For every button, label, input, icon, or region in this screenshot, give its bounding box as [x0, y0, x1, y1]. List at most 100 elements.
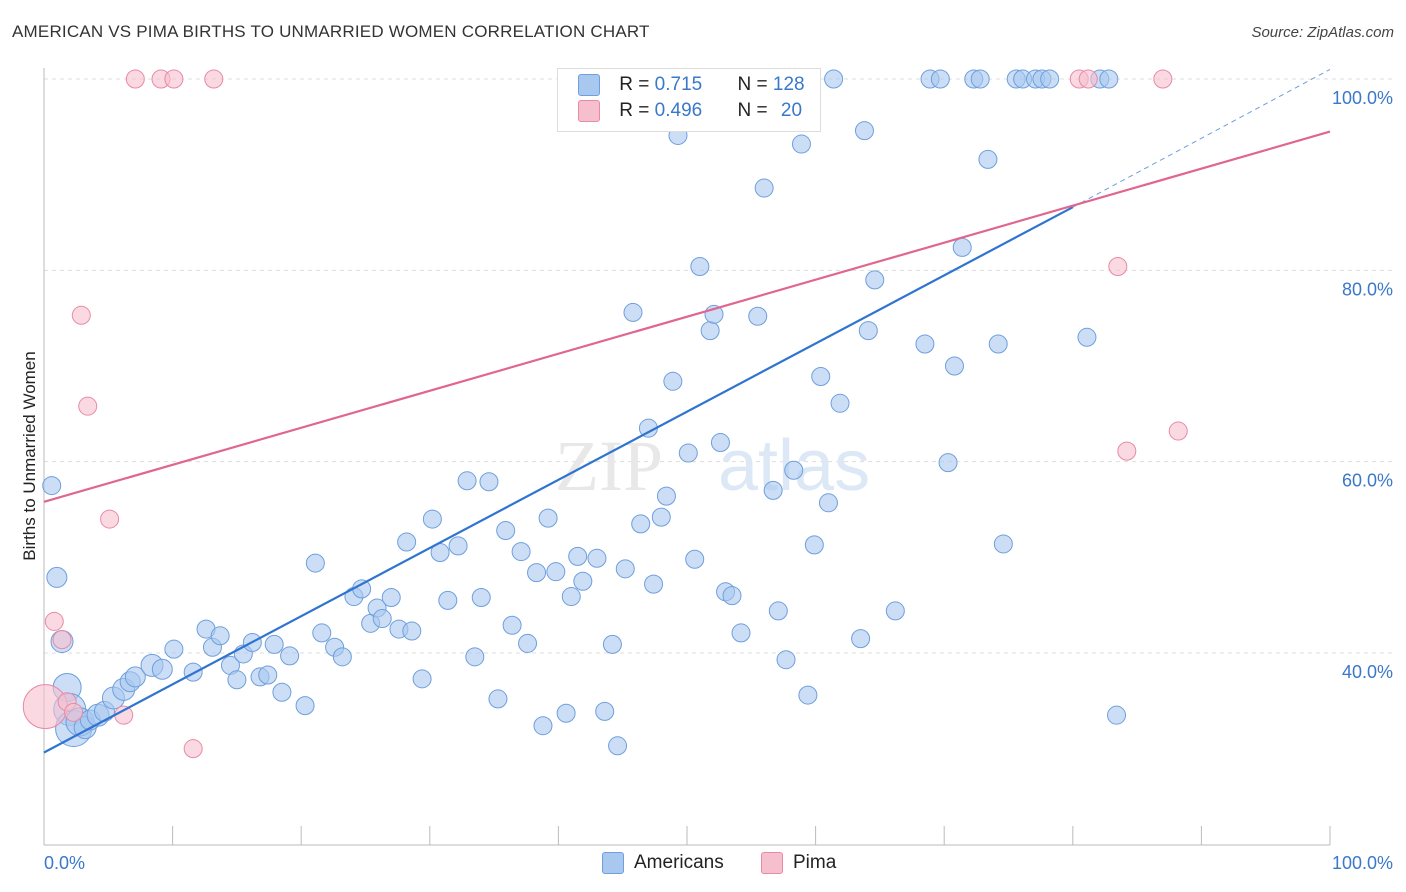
americans-point-102	[851, 629, 871, 649]
pima-point-2	[52, 630, 72, 650]
pima-point-6	[78, 396, 98, 416]
pima-point-1	[44, 611, 64, 631]
americans-point-46	[422, 509, 442, 529]
americans-point-51	[465, 647, 485, 667]
americans-point-107	[915, 334, 935, 354]
americans-point-88	[731, 623, 751, 643]
americans-point-54	[488, 689, 508, 709]
americans-point-91	[763, 480, 783, 500]
americans-point-21	[210, 626, 230, 646]
americans-trend-line	[43, 206, 1074, 754]
americans-trend-extension	[1072, 68, 1331, 208]
americans-point-114	[970, 69, 990, 89]
americans-point-106	[885, 601, 905, 621]
pima-r-label: R =	[619, 100, 650, 122]
americans-point-92	[768, 601, 788, 621]
pima-r-value: 0.496	[654, 100, 703, 122]
americans-point-37	[352, 579, 372, 599]
americans-point-72	[623, 302, 643, 322]
americans-point-80	[678, 443, 698, 463]
americans-point-71	[615, 559, 635, 579]
americans-point-112	[952, 237, 972, 257]
americans-point-73	[631, 514, 651, 534]
americans-point-28	[264, 634, 284, 654]
americans-point-59	[527, 563, 547, 583]
americans-point-16	[151, 658, 173, 680]
americans-point-45	[412, 669, 432, 689]
americans-point-82	[690, 257, 710, 277]
americans-point-30	[280, 646, 300, 666]
americans-point-94	[784, 460, 804, 480]
americans-point-41	[381, 588, 401, 608]
americans-point-50	[457, 471, 477, 491]
americans-point-97	[804, 535, 824, 555]
pima-point-15	[1078, 69, 1098, 89]
americans-legend-swatch	[602, 852, 624, 874]
americans-point-0	[42, 476, 62, 496]
americans-point-77	[656, 486, 676, 506]
y-tick-label-60: 60.0%	[1342, 471, 1393, 491]
americans-point-100	[824, 69, 844, 89]
americans-point-62	[546, 562, 566, 582]
americans-point-75	[644, 574, 664, 594]
americans-point-63	[556, 703, 576, 723]
americans-point-69	[602, 634, 622, 654]
americans-point-122	[1040, 69, 1060, 89]
americans-point-105	[865, 270, 885, 290]
americans-point-87	[722, 586, 742, 606]
americans-swatch	[578, 74, 600, 96]
americans-point-66	[573, 571, 593, 591]
americans-point-115	[978, 149, 998, 169]
pima-n-label: N =	[737, 100, 768, 122]
americans-r-label: R =	[619, 74, 650, 96]
americans-point-35	[332, 647, 352, 667]
americans-point-89	[748, 306, 768, 326]
americans-point-78	[663, 371, 683, 391]
americans-point-103	[854, 121, 874, 141]
americans-point-1	[46, 566, 68, 588]
americans-point-27	[258, 665, 278, 685]
americans-point-95	[791, 134, 811, 154]
americans-point-110	[938, 453, 958, 473]
x-tick-label-min: 0.0%	[44, 853, 85, 873]
pima-point-4	[64, 702, 84, 722]
americans-point-31	[295, 696, 315, 716]
pima-point-12	[183, 739, 203, 759]
americans-point-29	[272, 682, 292, 702]
americans-point-40	[372, 609, 392, 629]
pima-point-13	[204, 69, 224, 89]
y-tick-label-80: 80.0%	[1342, 279, 1393, 299]
legend-row-americans: R = 0.715 N = 128	[578, 74, 805, 100]
americans-point-109	[930, 69, 950, 89]
americans-point-65	[568, 546, 588, 566]
pima-n-value: 20	[780, 100, 803, 122]
americans-n-label: N =	[737, 74, 768, 96]
americans-point-116	[988, 334, 1008, 354]
americans-point-90	[754, 178, 774, 198]
americans-point-18	[183, 662, 203, 682]
americans-point-98	[811, 367, 831, 387]
pima-point-18	[1153, 69, 1173, 89]
americans-point-56	[502, 615, 522, 635]
pima-point-16	[1108, 257, 1128, 277]
watermark-zip: ZIP	[555, 426, 663, 506]
americans-point-44	[402, 621, 422, 641]
pima-trend-line	[43, 130, 1331, 503]
y-tick-label-100: 100.0%	[1332, 88, 1393, 108]
americans-point-126	[1107, 705, 1127, 725]
pima-swatch	[578, 100, 600, 122]
pima-legend-label: Pima	[793, 852, 837, 874]
americans-point-101	[830, 393, 850, 413]
bottom-legend-pima: Pima	[761, 852, 836, 874]
americans-point-58	[518, 633, 538, 653]
americans-point-70	[608, 736, 628, 756]
americans-point-64	[561, 587, 581, 607]
americans-legend-label: Americans	[634, 852, 724, 874]
americans-point-55	[496, 521, 516, 541]
americans-point-123	[1077, 327, 1097, 347]
y-tick-label-40: 40.0%	[1342, 662, 1393, 682]
pima-point-17	[1117, 441, 1137, 461]
americans-point-23	[227, 670, 247, 690]
americans-r-value: 0.715	[654, 74, 703, 96]
